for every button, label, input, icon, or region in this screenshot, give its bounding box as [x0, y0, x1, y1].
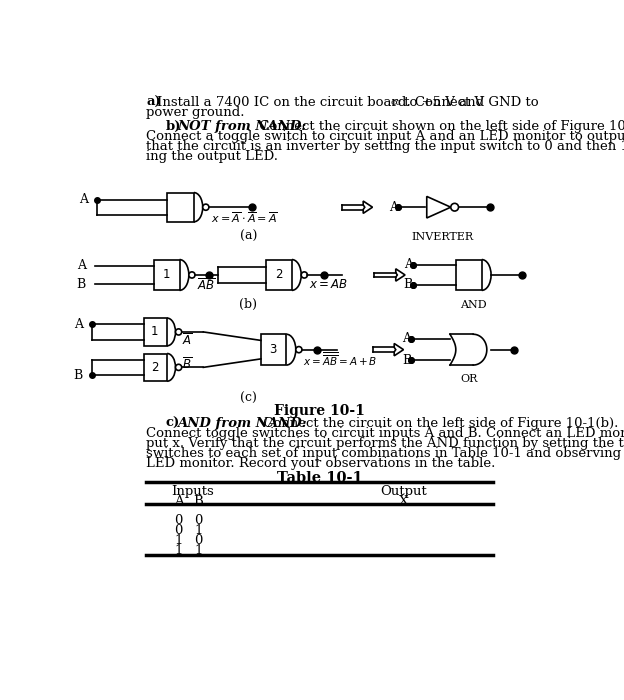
Text: A: A: [174, 495, 183, 508]
Text: (b): (b): [240, 298, 258, 311]
Text: 0: 0: [194, 514, 202, 526]
Text: B: B: [402, 354, 411, 367]
Text: switches to each set of input combinations in Table 10-1 and observing the outpu: switches to each set of input combinatio…: [146, 447, 624, 461]
Text: $\overline{B}$: $\overline{B}$: [182, 356, 193, 372]
Text: b): b): [165, 120, 181, 133]
Text: Figure 10-1: Figure 10-1: [275, 403, 365, 417]
Text: (a): (a): [240, 230, 257, 244]
Text: $x = AB$: $x = AB$: [309, 279, 348, 291]
Text: 1: 1: [163, 269, 170, 281]
Text: c): c): [165, 416, 180, 430]
Text: power ground.: power ground.: [146, 106, 245, 119]
Text: Install a 7400 IC on the circuit board. Connect V: Install a 7400 IC on the circuit board. …: [157, 95, 484, 108]
Text: 1: 1: [151, 326, 158, 338]
Text: B: B: [193, 495, 203, 508]
Circle shape: [203, 204, 209, 210]
Text: put x. Verify that the circuit performs the AND function by setting the toggle: put x. Verify that the circuit performs …: [146, 438, 624, 450]
Text: OR: OR: [461, 374, 478, 384]
Circle shape: [296, 346, 302, 353]
Text: A: A: [402, 332, 411, 345]
Text: A: A: [404, 258, 413, 272]
Text: ing the output LED.: ing the output LED.: [146, 150, 278, 163]
Text: A: A: [79, 193, 88, 206]
Text: that the circuit is an inverter by setting the input switch to 0 and then 1 and : that the circuit is an inverter by setti…: [146, 140, 624, 153]
Text: Connect a toggle switch to circuit input A and an LED monitor to output x. Verif: Connect a toggle switch to circuit input…: [146, 130, 624, 143]
Text: NOT from NAND:: NOT from NAND:: [177, 120, 306, 133]
Text: LED monitor. Record your observations in the table.: LED monitor. Record your observations in…: [146, 458, 495, 470]
Text: a): a): [146, 95, 161, 108]
Text: B: B: [77, 278, 85, 290]
Text: B: B: [74, 369, 82, 382]
Text: Connect the circuit shown on the left side of Figure 10-1(a).: Connect the circuit shown on the left si…: [255, 120, 624, 133]
Text: to +5 V and GND to: to +5 V and GND to: [399, 95, 539, 108]
Text: 1: 1: [194, 544, 202, 556]
Circle shape: [189, 272, 195, 278]
Text: 3: 3: [270, 343, 277, 356]
Text: Connect the circuit on the left side of Figure 10-1(b).: Connect the circuit on the left side of …: [260, 416, 619, 430]
Text: B: B: [404, 279, 413, 291]
Polygon shape: [396, 269, 405, 281]
Text: 2: 2: [275, 269, 283, 281]
Circle shape: [175, 364, 182, 370]
Text: 0: 0: [175, 524, 183, 537]
Text: 1: 1: [175, 533, 183, 547]
Circle shape: [301, 272, 308, 278]
Text: 0: 0: [175, 514, 183, 526]
Text: Inputs: Inputs: [172, 485, 214, 498]
Text: A: A: [74, 318, 82, 330]
Text: $\overline{A}$: $\overline{A}$: [182, 332, 193, 348]
Text: $x=\overline{A}\cdot\overline{A}=\overline{A}$: $x=\overline{A}\cdot\overline{A}=\overli…: [211, 210, 278, 225]
Text: Table 10-1: Table 10-1: [277, 471, 363, 485]
Text: Output: Output: [380, 485, 427, 498]
Text: Connect toggle switches to circuit inputs A and B. Connect an LED monitor to out: Connect toggle switches to circuit input…: [146, 428, 624, 440]
Text: X: X: [399, 495, 408, 508]
Text: 0: 0: [194, 533, 202, 547]
Polygon shape: [394, 344, 404, 356]
Text: (c): (c): [240, 392, 257, 405]
Polygon shape: [363, 201, 373, 214]
Text: 2: 2: [151, 361, 158, 374]
Text: $\overline{AB}$: $\overline{AB}$: [197, 277, 215, 293]
Text: $x=\overline{\overline{AB}}=A+B$: $x=\overline{\overline{AB}}=A+B$: [303, 351, 377, 368]
Text: AND from NAND:: AND from NAND:: [177, 416, 307, 430]
Text: A: A: [77, 259, 85, 272]
Text: 1: 1: [194, 524, 202, 537]
Text: AND: AND: [460, 300, 487, 309]
Text: cc: cc: [391, 98, 401, 107]
Text: 1: 1: [175, 544, 183, 556]
Circle shape: [451, 203, 459, 211]
Text: A: A: [389, 201, 398, 214]
Circle shape: [175, 329, 182, 335]
Text: INVERTER: INVERTER: [411, 232, 474, 242]
